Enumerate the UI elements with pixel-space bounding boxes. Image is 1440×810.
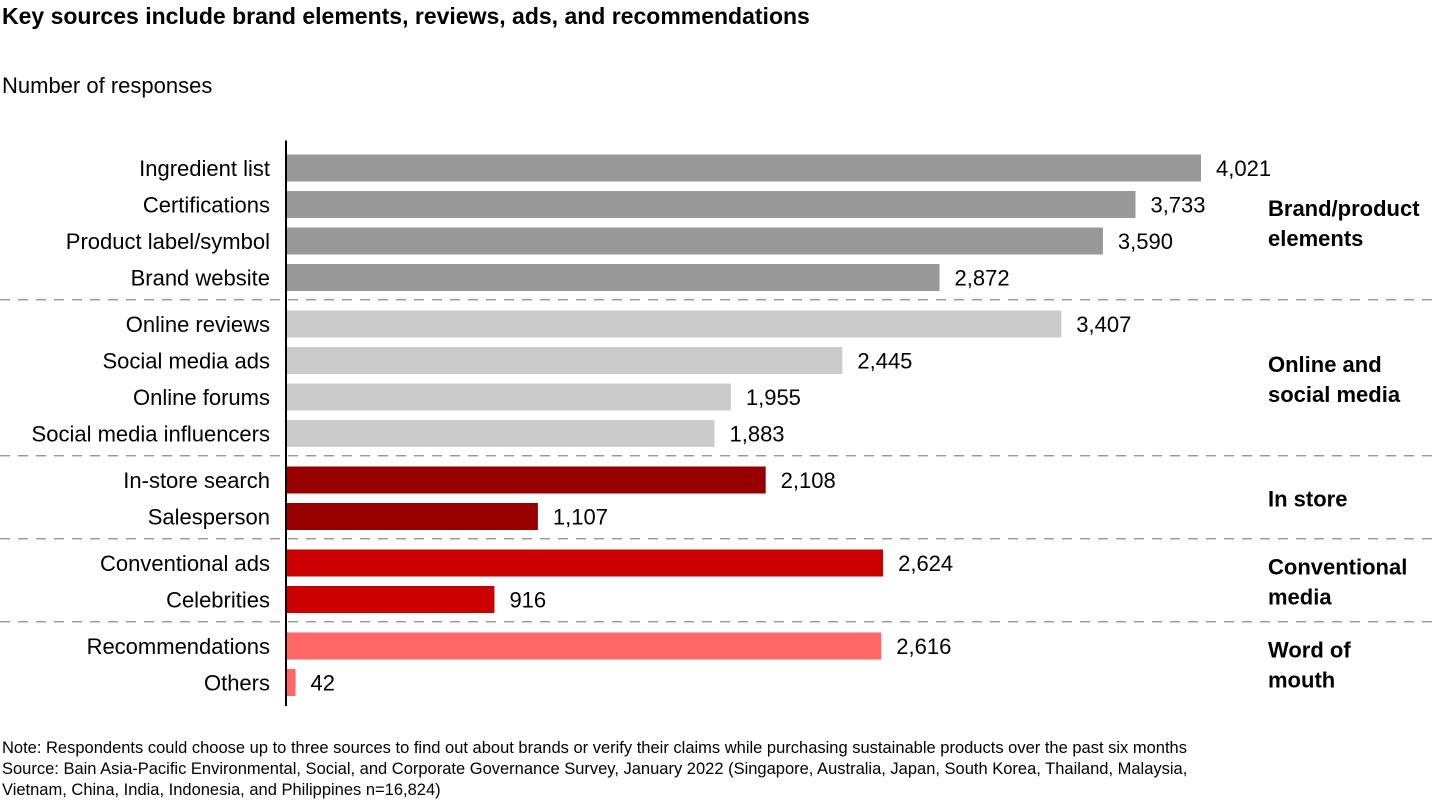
bar-conventional-ads [286, 549, 884, 577]
bar-others [286, 669, 296, 696]
category-label: Social media ads [102, 349, 270, 374]
data-label: 2,445 [857, 349, 912, 374]
bar-social-media-influencers [286, 420, 715, 447]
chart-subtitle: Number of responses [2, 73, 213, 98]
category-label: Product label/symbol [66, 229, 270, 254]
bar-in-store-search [286, 466, 766, 494]
bar-celebrities [286, 586, 495, 613]
data-label: 42 [311, 671, 335, 696]
category-label: Certifications [143, 193, 270, 218]
category-label: Ingredient list [139, 156, 270, 181]
data-label: 2,616 [896, 634, 951, 659]
bar-ingredient-list [286, 154, 1201, 182]
data-label: 1,107 [553, 505, 608, 530]
footnote: Note: Respondents could choose up to thr… [2, 738, 1440, 801]
category-label: Online forums [133, 385, 270, 410]
bar-brand-website [286, 264, 940, 291]
data-label: 3,407 [1076, 312, 1131, 337]
data-label: 916 [509, 588, 546, 613]
category-label: Conventional ads [100, 551, 270, 576]
data-label: 3,733 [1150, 193, 1205, 218]
bar-salesperson [286, 503, 538, 530]
category-label: Online reviews [126, 312, 270, 337]
group-label: Conventional media [1268, 554, 1407, 609]
data-label: 3,590 [1118, 229, 1173, 254]
data-label: 1,883 [729, 422, 784, 447]
data-label: 4,021 [1216, 156, 1271, 181]
source-text: Source: Bain Asia-Pacific Environmental,… [2, 760, 1188, 778]
bar-product-label-symbol [286, 227, 1103, 255]
group-label: Word of mouth [1268, 637, 1351, 692]
category-label: Celebrities [166, 588, 270, 613]
category-label: Recommendations [87, 634, 270, 659]
data-label: 1,955 [746, 385, 801, 410]
group-label: Online and social media [1268, 352, 1401, 407]
bar-chart: Ingredient list 4,021 Certifications 3,733 P… [0, 140, 1440, 706]
category-label: Social media influencers [32, 422, 270, 447]
data-label: 2,624 [898, 551, 953, 576]
category-label: In-store search [123, 468, 270, 493]
bar-recommendations [286, 632, 882, 660]
category-label: Brand website [131, 266, 270, 291]
bar-online-forums [286, 383, 731, 411]
data-label: 2,872 [955, 266, 1010, 291]
bar-social-media-ads [286, 347, 843, 374]
category-label: Others [204, 671, 270, 696]
group-label: Brand/product elements [1268, 196, 1420, 251]
group-label: In store [1268, 486, 1347, 511]
bar-certifications [286, 191, 1136, 218]
bar-online-reviews [286, 310, 1062, 338]
data-label: 2,108 [781, 468, 836, 493]
source-text-continued: Vietnam, China, India, Indonesia, and Ph… [2, 781, 441, 799]
note-text: Note: Respondents could choose up to thr… [2, 739, 1187, 757]
category-label: Salesperson [148, 505, 270, 530]
chart-title: Key sources include brand elements, revi… [2, 3, 810, 29]
